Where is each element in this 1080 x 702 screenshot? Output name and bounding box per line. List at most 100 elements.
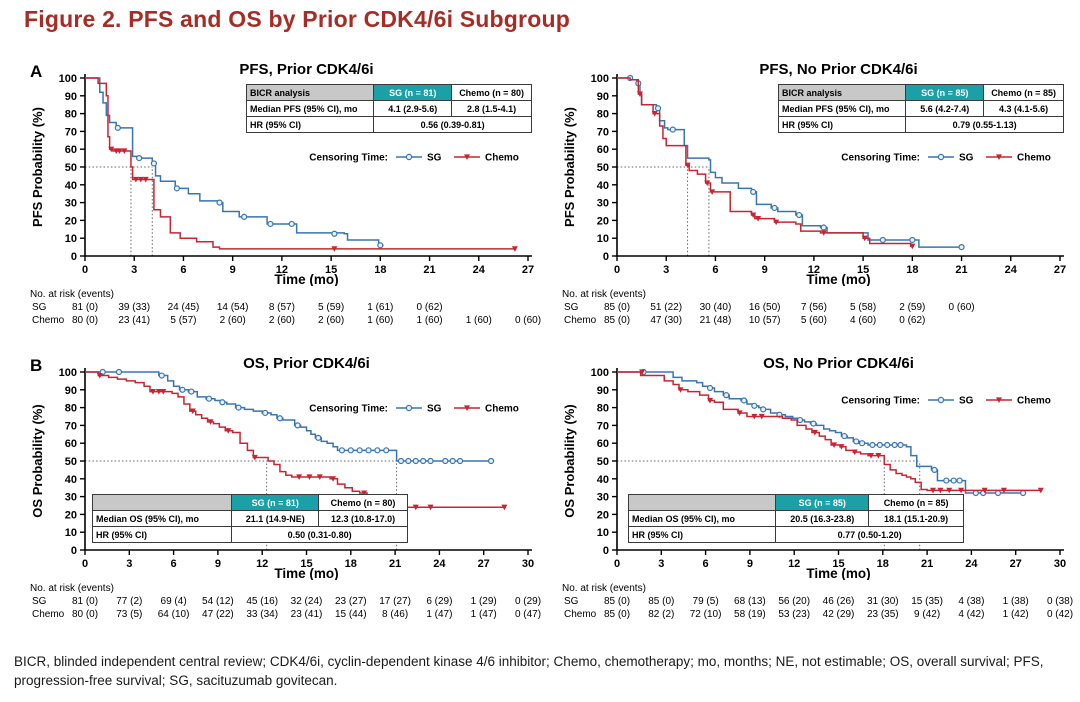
- censor-mark-chemo: [251, 454, 258, 461]
- x-tick-label: 9: [230, 264, 236, 276]
- risk-value: 73 (5): [116, 609, 143, 620]
- km-curve-sg: [85, 371, 493, 462]
- risk-table-pfs-prior: No. at risk (events) SG 81 (0) 39 (33) 24 (4…: [28, 286, 550, 340]
- risk-row-name-sg: SG: [564, 596, 579, 607]
- y-tick-label: 60: [597, 144, 609, 156]
- y-tick-label: 80: [597, 109, 609, 121]
- risk-row-name-sg: SG: [564, 302, 579, 313]
- risk-row-name-chemo: Chemo: [32, 315, 65, 326]
- risk-value: 56 (20): [778, 596, 811, 607]
- censor-mark-chemo: [704, 180, 711, 187]
- stats-header-chemo: Chemo (n = 85): [868, 494, 964, 511]
- legend-chemo-label: Chemo: [1017, 396, 1051, 407]
- risk-value: 23 (41): [118, 315, 151, 326]
- x-tick-label: 30: [522, 558, 534, 570]
- y-tick-label: 50: [597, 162, 609, 174]
- y-tick-label: 40: [65, 474, 77, 486]
- censor-mark-sg: [347, 447, 354, 454]
- censor-mark-chemo: [773, 219, 780, 226]
- risk-value: 81 (0): [71, 596, 99, 607]
- stats-header-analysis: BICR analysis: [777, 84, 907, 101]
- risk-value: 0 (47): [514, 609, 542, 620]
- y-tick-label: 70: [597, 126, 609, 138]
- stats-hr-value: 0.77 (0.50-1.20): [775, 526, 964, 543]
- x-axis-title: Time (mo): [274, 272, 338, 286]
- risk-value: 1 (38): [1002, 596, 1029, 607]
- y-tick-label: 80: [597, 403, 609, 415]
- risk-value: 51 (22): [650, 302, 683, 313]
- stats-header-chemo: Chemo (n = 85): [983, 84, 1064, 101]
- censor-mark-sg: [158, 372, 165, 379]
- x-tick-label: 24: [965, 558, 978, 570]
- risk-value: 72 (10): [689, 609, 722, 620]
- risk-value: 15 (35): [911, 596, 943, 607]
- y-tick-label: 60: [597, 438, 609, 450]
- censor-mark-chemo: [1000, 487, 1007, 494]
- risk-value: 0 (38): [1046, 596, 1074, 607]
- x-tick-label: 3: [131, 264, 137, 276]
- censor-mark-chemo: [751, 413, 758, 420]
- censor-mark-chemo: [189, 408, 196, 415]
- risk-value: 85 (0): [603, 302, 631, 313]
- risk-value: 30 (40): [699, 302, 732, 313]
- x-tick-label: 21: [955, 264, 967, 276]
- censor-mark-sg: [294, 422, 301, 429]
- risk-value: 23 (35): [866, 609, 899, 620]
- legend-censoring-label: Censoring Time:: [841, 396, 920, 407]
- risk-value: 1 (47): [470, 609, 497, 620]
- risk-value: 1 (29): [470, 596, 497, 607]
- y-tick-label: 50: [597, 456, 609, 468]
- censor-mark-sg: [449, 457, 456, 465]
- legend: Censoring Time: SG Chemo: [309, 404, 519, 415]
- stats-hr-value: 0.79 (0.55-1.13): [905, 116, 1064, 133]
- y-tick-label: 0: [71, 545, 77, 557]
- x-tick-label: 12: [788, 558, 800, 570]
- x-tick-label: 15: [832, 558, 844, 570]
- x-tick-label: 12: [276, 264, 288, 276]
- stats-median-chemo: 4.3 (4.1-5.6): [983, 100, 1064, 117]
- y-tick-label: 90: [65, 385, 77, 397]
- censor-mark-sg: [771, 204, 778, 212]
- censor-mark-chemo: [736, 410, 743, 416]
- chart-panel-pfs-prior: PFS, Prior CDK4/6i PFS Probability (%) Tim…: [28, 60, 550, 342]
- censor-mark-chemo: [937, 487, 944, 494]
- risk-value: 33 (34): [246, 609, 279, 620]
- risk-value: 85 (0): [648, 596, 675, 607]
- risk-value: 15 (44): [334, 609, 367, 620]
- risk-value: 2 (60): [318, 315, 345, 326]
- risk-row-name-sg: SG: [32, 302, 47, 313]
- risk-value: 23 (27): [334, 596, 367, 607]
- censor-mark-sg: [487, 457, 495, 465]
- censor-mark-sg: [876, 441, 883, 449]
- risk-value: 14 (54): [216, 302, 249, 313]
- risk-value: 1 (60): [367, 315, 394, 326]
- x-tick-label: 24: [433, 558, 446, 570]
- x-tick-label: 3: [663, 264, 669, 276]
- risk-value: 82 (2): [648, 609, 675, 620]
- risk-table-pfs-no-prior: No. at risk (events) SG 85 (0) 51 (22) 30 (4…: [560, 286, 1080, 340]
- chart-panel-pfs-no-prior: PFS, No Prior CDK4/6i PFS Probability (%)…: [560, 60, 1080, 342]
- risk-value: 17 (27): [379, 596, 411, 607]
- x-tick-label: 12: [808, 264, 820, 276]
- risk-value: 1 (42): [1002, 609, 1029, 620]
- censor-mark-sg: [859, 440, 866, 447]
- x-tick-label: 15: [300, 558, 312, 570]
- x-tick-label: 21: [389, 558, 401, 570]
- censor-mark-chemo: [142, 176, 149, 183]
- stats-median-sg: 20.5 (16.3-23.8): [775, 510, 870, 527]
- censor-mark-sg: [288, 220, 295, 228]
- x-tick-label: 9: [762, 264, 768, 276]
- risk-table-os-prior: No. at risk (events) SG 81 (0) 77 (2) 69 (4)…: [28, 580, 550, 634]
- chart-title: PFS, Prior CDK4/6i: [239, 61, 373, 78]
- risk-value: 2 (60): [268, 315, 295, 326]
- x-tick-label: 15: [857, 264, 869, 276]
- km-chart-os-no-prior: OS, No Prior CDK4/6i OS Probability (%) Ti…: [562, 355, 1066, 580]
- risk-value: 8 (57): [268, 302, 295, 313]
- y-tick-label: 70: [597, 420, 609, 432]
- censor-mark-chemo: [750, 212, 757, 219]
- risk-value: 77 (2): [116, 596, 143, 607]
- x-tick-label: 27: [522, 264, 534, 276]
- censor-mark-sg: [241, 213, 248, 220]
- censor-mark-chemo: [755, 216, 762, 222]
- x-tick-label: 18: [877, 558, 889, 570]
